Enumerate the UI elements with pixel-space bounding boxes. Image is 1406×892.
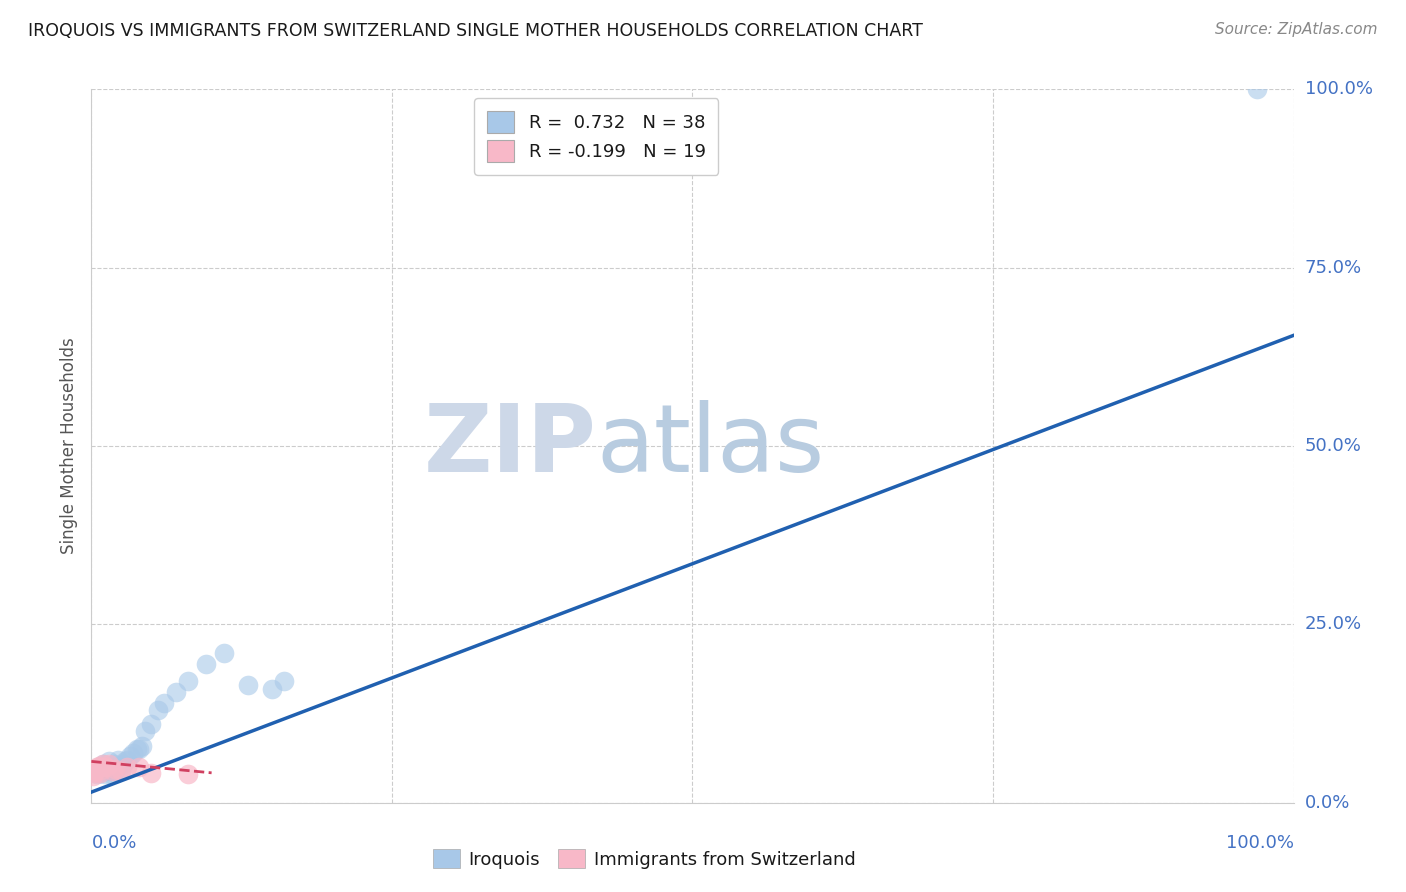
Point bbox=[101, 762, 124, 776]
Point bbox=[93, 767, 115, 781]
Text: 25.0%: 25.0% bbox=[1305, 615, 1362, 633]
Point bbox=[90, 764, 112, 778]
Text: IROQUOIS VS IMMIGRANTS FROM SWITZERLAND SINGLE MOTHER HOUSEHOLDS CORRELATION CHA: IROQUOIS VS IMMIGRANTS FROM SWITZERLAND … bbox=[28, 22, 922, 40]
Point bbox=[97, 758, 120, 772]
Point bbox=[236, 678, 259, 692]
Point bbox=[128, 760, 150, 774]
Point bbox=[84, 764, 107, 778]
Point bbox=[117, 753, 139, 767]
Point bbox=[114, 755, 136, 769]
Point bbox=[91, 760, 114, 774]
Point bbox=[111, 756, 134, 771]
Y-axis label: Single Mother Households: Single Mother Households bbox=[60, 338, 79, 554]
Point bbox=[94, 764, 117, 778]
Point bbox=[141, 765, 163, 780]
Point bbox=[93, 756, 115, 771]
Text: atlas: atlas bbox=[596, 400, 824, 492]
Point bbox=[118, 749, 141, 764]
Point bbox=[86, 767, 108, 781]
Text: 0.0%: 0.0% bbox=[1305, 794, 1350, 812]
Point bbox=[101, 764, 124, 778]
Point bbox=[165, 685, 187, 699]
Point bbox=[84, 762, 107, 776]
Point bbox=[101, 764, 124, 778]
Point bbox=[1246, 82, 1268, 96]
Point bbox=[260, 681, 283, 696]
Point bbox=[91, 760, 114, 774]
Point bbox=[96, 762, 118, 776]
Point bbox=[93, 756, 115, 771]
Point bbox=[90, 763, 112, 777]
Point bbox=[273, 674, 295, 689]
Text: 100.0%: 100.0% bbox=[1305, 80, 1372, 98]
Point bbox=[107, 753, 129, 767]
Point bbox=[117, 760, 139, 774]
Point bbox=[146, 703, 169, 717]
Point bbox=[134, 724, 156, 739]
Point bbox=[89, 765, 111, 780]
Point bbox=[100, 767, 122, 781]
Point bbox=[103, 756, 125, 771]
Legend: Iroquois, Immigrants from Switzerland: Iroquois, Immigrants from Switzerland bbox=[426, 842, 863, 876]
Point bbox=[87, 758, 110, 772]
Point bbox=[128, 742, 150, 756]
Point bbox=[83, 765, 105, 780]
Point bbox=[131, 739, 153, 753]
Point bbox=[104, 762, 127, 776]
Point bbox=[89, 765, 111, 780]
Point bbox=[176, 674, 198, 689]
Point bbox=[212, 646, 235, 660]
Point bbox=[152, 696, 174, 710]
Text: Source: ZipAtlas.com: Source: ZipAtlas.com bbox=[1215, 22, 1378, 37]
Point bbox=[98, 755, 121, 769]
Text: 100.0%: 100.0% bbox=[1226, 834, 1294, 852]
Text: 0.0%: 0.0% bbox=[91, 834, 136, 852]
Point bbox=[94, 760, 117, 774]
Text: 75.0%: 75.0% bbox=[1305, 259, 1362, 277]
Point bbox=[125, 742, 148, 756]
Text: ZIP: ZIP bbox=[423, 400, 596, 492]
Point bbox=[98, 756, 121, 771]
Point bbox=[110, 762, 132, 776]
Point bbox=[82, 769, 104, 783]
Point bbox=[141, 717, 163, 731]
Point bbox=[176, 767, 198, 781]
Point bbox=[104, 764, 127, 778]
Text: 50.0%: 50.0% bbox=[1305, 437, 1361, 455]
Point bbox=[122, 746, 145, 760]
Point bbox=[110, 764, 132, 778]
Point bbox=[105, 760, 128, 774]
Point bbox=[194, 657, 217, 671]
Point bbox=[86, 760, 108, 774]
